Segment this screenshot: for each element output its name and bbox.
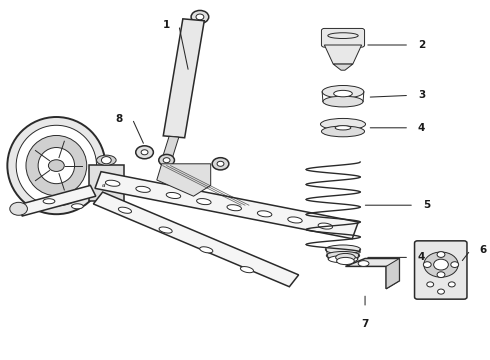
Ellipse shape [72, 204, 83, 209]
Ellipse shape [325, 245, 361, 254]
Polygon shape [386, 258, 399, 289]
Ellipse shape [166, 193, 181, 198]
Ellipse shape [334, 90, 352, 97]
Ellipse shape [200, 247, 213, 253]
Ellipse shape [257, 211, 272, 217]
Circle shape [438, 289, 444, 294]
Text: 4: 4 [418, 123, 425, 133]
Ellipse shape [318, 223, 333, 229]
Circle shape [141, 150, 148, 155]
Ellipse shape [97, 155, 116, 165]
Circle shape [423, 262, 431, 267]
Ellipse shape [105, 180, 120, 186]
Circle shape [437, 252, 445, 257]
FancyBboxPatch shape [89, 165, 124, 201]
Ellipse shape [119, 207, 131, 213]
Text: 8: 8 [115, 114, 122, 124]
Ellipse shape [358, 261, 369, 266]
Polygon shape [324, 45, 362, 64]
Ellipse shape [288, 217, 302, 223]
Ellipse shape [16, 125, 97, 206]
Text: 1: 1 [163, 20, 170, 30]
Text: 4: 4 [418, 252, 425, 262]
Polygon shape [157, 164, 211, 196]
Ellipse shape [328, 256, 358, 263]
Polygon shape [95, 172, 358, 239]
Circle shape [159, 154, 174, 166]
Text: $d\!\!_c$: $d\!\!_c$ [101, 181, 107, 190]
Polygon shape [345, 258, 399, 289]
Circle shape [434, 259, 448, 270]
Polygon shape [162, 136, 179, 161]
Circle shape [451, 262, 459, 267]
Ellipse shape [323, 96, 363, 107]
Circle shape [427, 282, 434, 287]
Ellipse shape [7, 117, 105, 214]
Text: 6: 6 [479, 245, 487, 255]
Ellipse shape [320, 118, 366, 130]
Polygon shape [163, 19, 204, 138]
Ellipse shape [159, 227, 172, 233]
Text: 7: 7 [361, 319, 369, 329]
Ellipse shape [336, 253, 355, 261]
Ellipse shape [38, 148, 74, 184]
Ellipse shape [196, 199, 211, 204]
Circle shape [448, 282, 455, 287]
Polygon shape [333, 64, 353, 70]
Circle shape [49, 160, 64, 171]
Ellipse shape [326, 251, 360, 260]
Polygon shape [94, 192, 298, 287]
Circle shape [196, 14, 204, 20]
Circle shape [163, 158, 170, 163]
Text: 2: 2 [418, 40, 425, 50]
Ellipse shape [43, 199, 55, 204]
Circle shape [101, 157, 111, 164]
Ellipse shape [321, 126, 365, 137]
Ellipse shape [136, 186, 150, 192]
Circle shape [191, 10, 209, 23]
FancyBboxPatch shape [415, 241, 467, 299]
Polygon shape [17, 185, 96, 216]
Ellipse shape [337, 257, 354, 265]
Ellipse shape [26, 135, 87, 196]
Circle shape [136, 146, 153, 159]
Ellipse shape [322, 85, 364, 98]
Circle shape [10, 202, 27, 215]
Circle shape [437, 272, 445, 278]
Text: 3: 3 [418, 90, 425, 100]
Ellipse shape [227, 205, 242, 211]
Ellipse shape [335, 126, 351, 130]
Circle shape [424, 252, 458, 277]
Text: 5: 5 [423, 200, 430, 210]
Circle shape [212, 158, 229, 170]
Circle shape [217, 161, 224, 166]
Ellipse shape [241, 266, 253, 273]
FancyBboxPatch shape [321, 28, 365, 47]
